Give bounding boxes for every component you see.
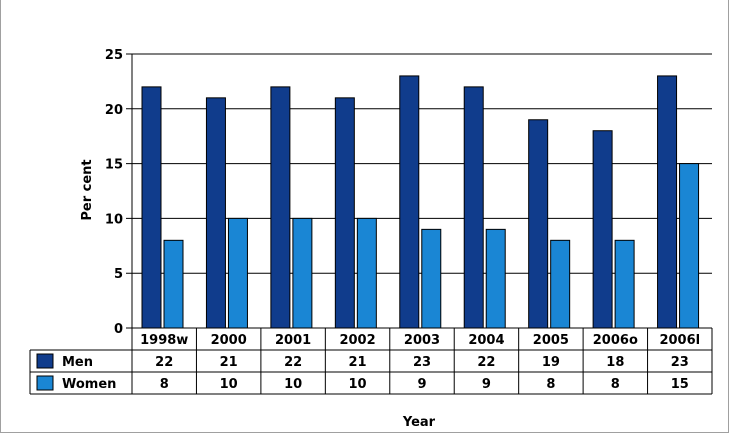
bars — [141, 75, 700, 329]
x-tick-label: 1998w — [140, 333, 188, 348]
legend-swatch — [36, 375, 54, 391]
data-label: 10 — [284, 377, 302, 392]
bar — [679, 163, 700, 329]
bar — [141, 86, 162, 329]
bar — [270, 86, 291, 329]
bar — [163, 239, 184, 329]
bar — [227, 217, 248, 329]
data-label: 8 — [546, 377, 555, 392]
x-tick-label: 2006l — [659, 333, 700, 348]
bar — [421, 228, 442, 329]
y-tick-label: 10 — [105, 212, 123, 227]
y-tick-label: 20 — [105, 103, 123, 118]
data-label: 21 — [220, 355, 238, 370]
bar — [205, 97, 226, 329]
x-axis-title: Year — [402, 415, 436, 430]
data-label: 9 — [482, 377, 491, 392]
data-label: 15 — [671, 377, 689, 392]
data-label: 22 — [477, 355, 495, 370]
data-label: 10 — [220, 377, 238, 392]
bar — [292, 217, 313, 329]
y-tick-label: 25 — [105, 48, 123, 63]
bar — [657, 75, 678, 329]
bar — [592, 130, 613, 329]
y-tick-label: 5 — [114, 267, 123, 282]
y-axis-title: Per cent — [80, 159, 95, 220]
data-table: 1998w 2000 2001 2002 2003 2004 2005 2006o 2006l M… — [29, 327, 713, 395]
legend-label: Men — [62, 355, 93, 370]
y-tick-label: 0 — [114, 322, 123, 337]
data-label: 19 — [542, 355, 560, 370]
data-label: 23 — [671, 355, 689, 370]
data-label: 8 — [160, 377, 169, 392]
bar — [356, 217, 377, 329]
bar — [614, 239, 635, 329]
bar — [485, 228, 506, 329]
data-label: 22 — [284, 355, 302, 370]
x-tick-label: 2000 — [211, 333, 247, 348]
legend-swatch — [36, 353, 54, 369]
x-tick-label: 2006o — [593, 333, 638, 348]
x-tick-label: 2002 — [339, 333, 375, 348]
bar — [550, 239, 571, 329]
data-label: 23 — [413, 355, 431, 370]
bar — [399, 75, 420, 329]
legend-label: Women — [62, 377, 116, 392]
data-label: 10 — [349, 377, 367, 392]
x-tick-label: 2001 — [275, 333, 311, 348]
y-tick-label: 15 — [105, 158, 123, 173]
data-label: 21 — [349, 355, 367, 370]
data-label: 18 — [606, 355, 624, 370]
y-tick-labels: 0 5 10 15 20 25 — [105, 48, 123, 337]
x-tick-label: 2004 — [468, 333, 504, 348]
bar — [528, 119, 549, 329]
bar — [334, 97, 355, 329]
data-label: 22 — [155, 355, 173, 370]
x-tick-label: 2005 — [533, 333, 569, 348]
data-label: 8 — [611, 377, 620, 392]
x-tick-label: 2003 — [404, 333, 440, 348]
data-label: 9 — [417, 377, 426, 392]
bar — [463, 86, 484, 329]
